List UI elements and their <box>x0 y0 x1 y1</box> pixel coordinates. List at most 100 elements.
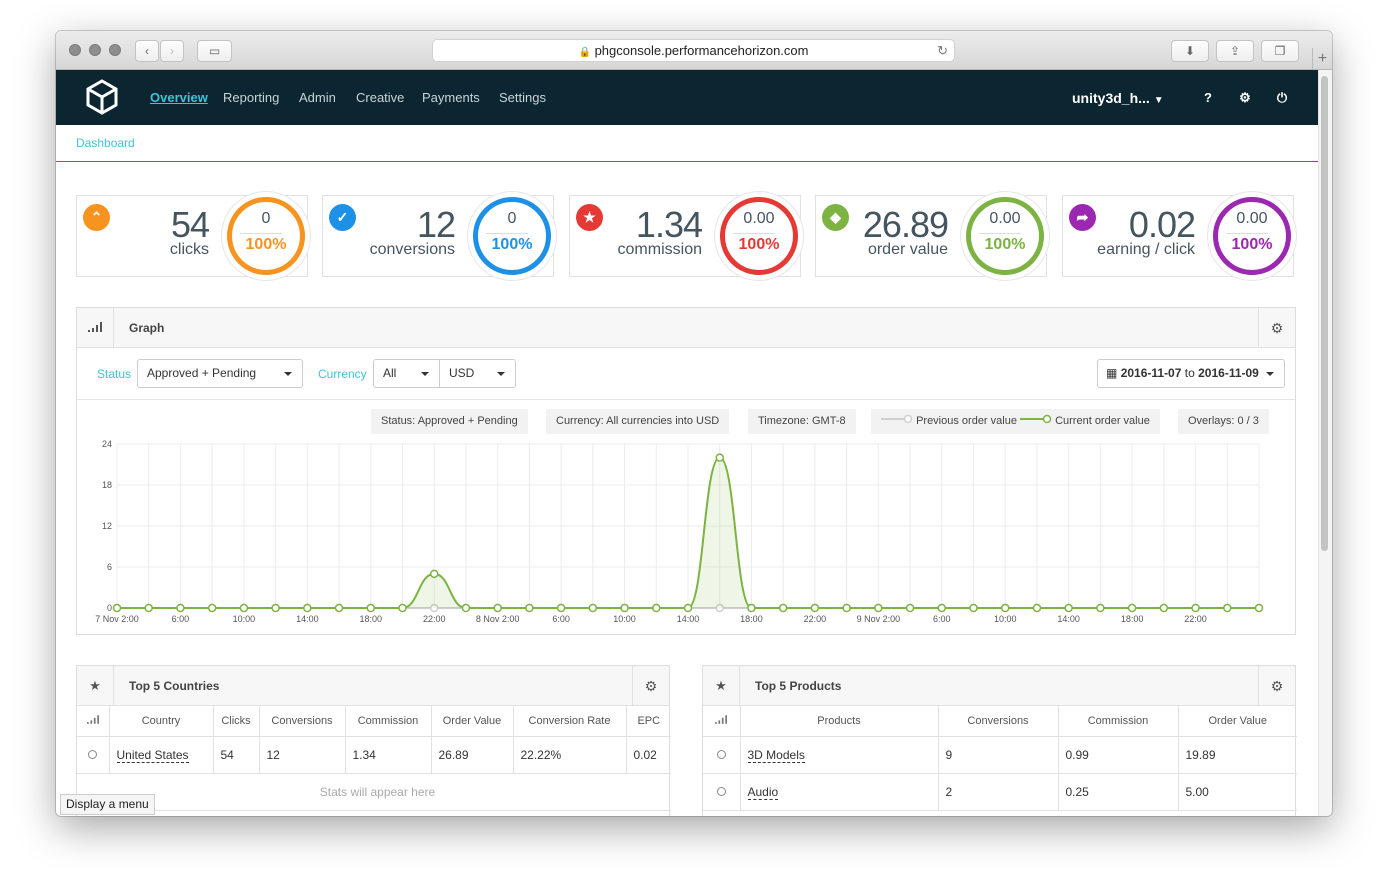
x-tick-label: 18:00 <box>360 614 383 624</box>
product-link[interactable]: Audio <box>747 784 779 800</box>
row-radio[interactable] <box>77 736 110 774</box>
user-menu[interactable]: unity3d_h... ▼ <box>1072 70 1164 129</box>
cell-product[interactable]: Audio <box>740 773 939 811</box>
status-select[interactable]: Approved + Pending <box>137 359 303 388</box>
y-tick-label: 18 <box>102 480 112 490</box>
col-order-value[interactable]: Order Value <box>431 706 514 737</box>
country-link[interactable]: United States <box>116 747 189 763</box>
series-legend[interactable]: Previous order value Current order value <box>871 409 1160 434</box>
cell-commission: 1.34 <box>345 736 432 774</box>
help-icon[interactable]: ? <box>1204 90 1212 105</box>
cell-country[interactable]: United States <box>109 736 214 774</box>
x-tick-label: 14:00 <box>296 614 319 624</box>
stat-card-earning-click[interactable]: ➦ 0.02 earning / click 0.00 100% <box>1062 192 1296 280</box>
col-commission[interactable]: Commission <box>1058 706 1179 737</box>
currency-select[interactable]: All <box>373 359 440 388</box>
overlays-tag[interactable]: Overlays: 0 / 3 <box>1178 409 1269 434</box>
data-point-current-order-value <box>493 603 502 613</box>
stat-ring: 0 100% <box>222 192 310 280</box>
x-tick-label: 6:00 <box>172 614 190 624</box>
nav-overview[interactable]: Overview <box>150 90 208 105</box>
stat-card-order-value[interactable]: ◆ 26.89 order value 0.00 100% <box>815 192 1049 280</box>
data-point-current-order-value <box>1096 603 1105 613</box>
empty-stats-message: Stats will appear here <box>77 773 671 811</box>
stat-card-commission[interactable]: ★ 1.34 commission 0.00 100% <box>569 192 803 280</box>
address-bar[interactable]: 🔒 phgconsole.performancehorizon.com ↻ <box>432 39 955 62</box>
data-point-current-order-value <box>842 603 851 613</box>
date-to: 2016-11-09 <box>1198 366 1259 380</box>
data-point-current-order-value <box>1159 603 1169 613</box>
col-country[interactable]: Country <box>109 706 214 737</box>
tabs-icon[interactable]: ❐ <box>1261 40 1299 62</box>
currency-unit-select[interactable]: USD <box>439 359 516 388</box>
minimize-window-button[interactable] <box>89 44 101 56</box>
date-from: 2016-11-07 <box>1120 366 1182 380</box>
nav-admin[interactable]: Admin <box>299 90 336 105</box>
data-point-current-order-value <box>1032 603 1042 613</box>
cell-order-value: 26.89 <box>431 736 514 774</box>
col-conversions[interactable]: Conversions <box>938 706 1059 737</box>
stat-card-clicks[interactable]: ⌃ 54 clicks 0 100% <box>76 192 310 280</box>
top-countries-panel: ★ Top 5 Countries ⚙ Country Clicks Conve… <box>76 665 671 816</box>
data-point-current-order-value <box>620 603 629 613</box>
cell-product[interactable]: 3D Models <box>740 736 939 774</box>
nav-creative[interactable]: Creative <box>356 90 405 105</box>
nav-reporting[interactable]: Reporting <box>223 90 280 105</box>
date-range-picker[interactable]: ▦ 2016-11-07 to 2016-11-09 <box>1097 359 1285 388</box>
zoom-window-button[interactable] <box>109 44 121 56</box>
browser-titlebar: ‹ › ▭ 🔒 phgconsole.performancehorizon.co… <box>56 31 1332 70</box>
data-point-current-order-value <box>715 453 724 462</box>
stat-card-conversions[interactable]: ✓ 12 conversions 0 100% <box>322 192 556 280</box>
x-tick-label: 14:00 <box>1057 614 1080 624</box>
col-clicks[interactable]: Clicks <box>213 706 260 737</box>
gear-icon[interactable]: ⚙ <box>1239 90 1251 105</box>
data-point-current-order-value <box>176 603 185 613</box>
downloads-icon[interactable]: ⬇ <box>1171 40 1209 62</box>
new-tab-button[interactable]: + <box>1312 48 1332 70</box>
y-tick-label: 24 <box>102 439 112 449</box>
data-point-current-order-value <box>1000 603 1010 613</box>
x-tick-label: 6:00 <box>552 614 570 624</box>
nav-payments[interactable]: Payments <box>422 90 480 105</box>
calendar-icon: ▦ <box>1106 366 1118 380</box>
data-point-current-order-value <box>969 603 978 613</box>
col-conversions[interactable]: Conversions <box>259 706 346 737</box>
product-link[interactable]: 3D Models <box>747 747 805 763</box>
countries-settings-gear-icon[interactable]: ⚙ <box>632 666 669 706</box>
graph-title: Graph <box>129 321 165 335</box>
stat-label: clicks <box>169 241 209 258</box>
reload-icon[interactable]: ↻ <box>937 43 948 58</box>
col-products[interactable]: Products <box>740 706 939 737</box>
y-tick-label: 0 <box>107 603 112 613</box>
breadcrumb-dashboard[interactable]: Dashboard <box>76 136 135 150</box>
back-button[interactable]: ‹ <box>135 40 159 62</box>
data-point-current-order-value <box>747 603 756 613</box>
nav-settings[interactable]: Settings <box>499 90 546 105</box>
share-icon[interactable]: ⇪ <box>1216 40 1254 62</box>
data-point-current-order-value <box>525 603 534 613</box>
products-settings-gear-icon[interactable]: ⚙ <box>1258 666 1295 706</box>
x-tick-label: 18:00 <box>740 614 763 624</box>
data-point-current-order-value <box>1127 603 1137 613</box>
unity-logo-icon[interactable] <box>84 79 120 115</box>
power-icon[interactable]: ⏻ <box>1276 90 1288 105</box>
graph-settings-gear-icon[interactable]: ⚙ <box>1258 308 1295 348</box>
x-tick-label: 10:00 <box>233 614 256 624</box>
browser-window: ‹ › ▭ 🔒 phgconsole.performancehorizon.co… <box>56 31 1332 816</box>
data-point-current-order-value <box>398 603 407 613</box>
col-commission[interactable]: Commission <box>345 706 432 737</box>
sidebar-toggle-icon[interactable]: ▭ <box>197 40 232 62</box>
close-window-button[interactable] <box>69 44 81 56</box>
status-tag: Status: Approved + Pending <box>371 409 528 434</box>
stat-value: 26.89 <box>862 204 949 245</box>
cell-epc: 0.02 <box>626 736 671 774</box>
stat-value: 12 <box>416 204 456 245</box>
col-epc[interactable]: EPC <box>626 706 671 737</box>
scrollbar-thumb[interactable] <box>1321 76 1328 551</box>
row-radio[interactable] <box>703 736 741 774</box>
forward-button[interactable]: › <box>160 40 184 62</box>
col-conversion-rate[interactable]: Conversion Rate <box>513 706 627 737</box>
row-radio[interactable] <box>703 773 741 811</box>
col-order-value[interactable]: Order Value <box>1178 706 1297 737</box>
cell-order-value: 5.00 <box>1178 773 1297 811</box>
